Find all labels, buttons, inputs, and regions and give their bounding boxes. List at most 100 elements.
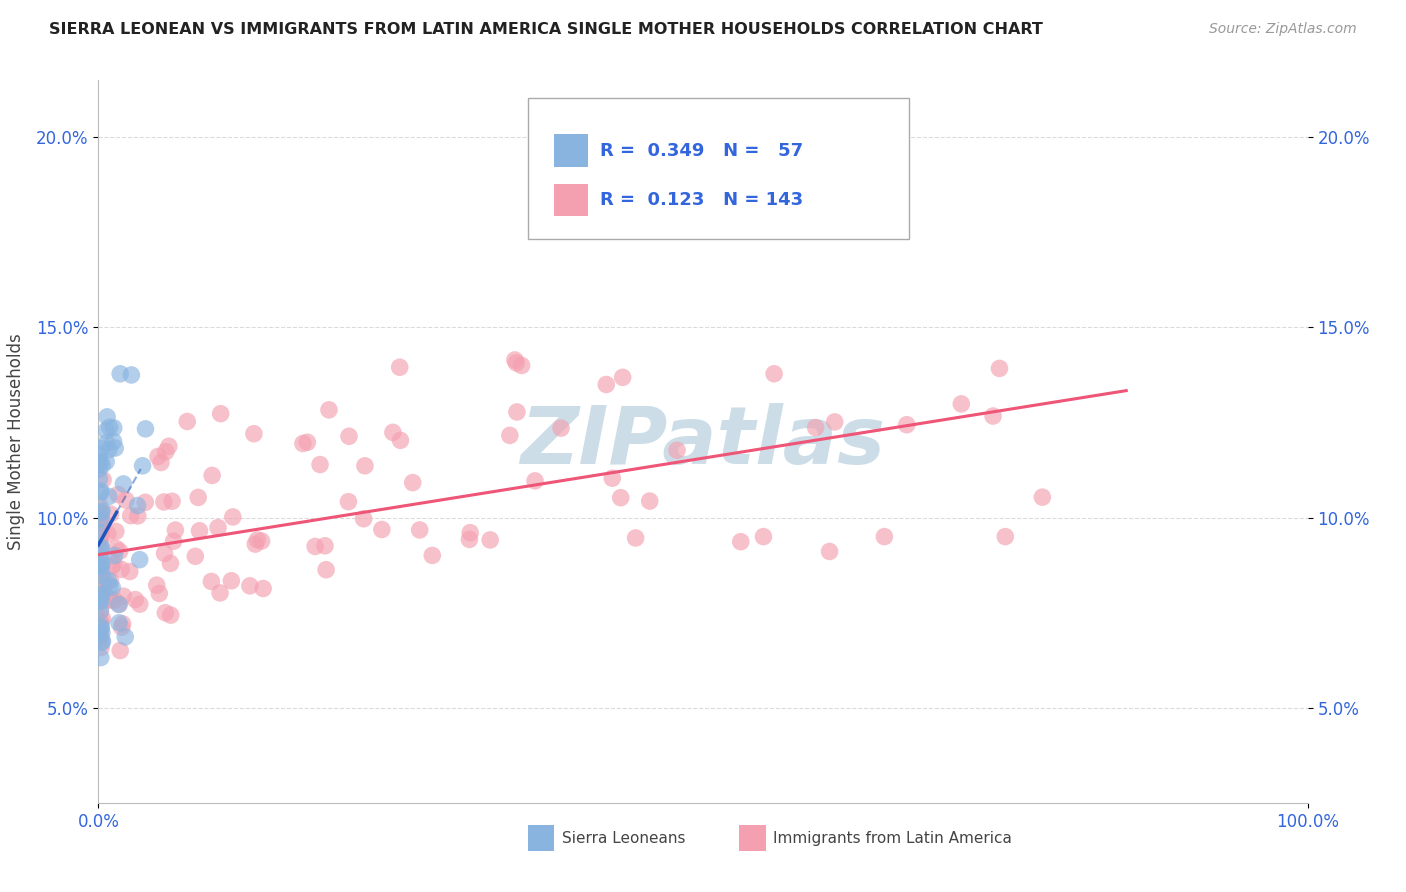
Point <box>506 405 529 419</box>
Point <box>90 505 112 519</box>
Point <box>981 409 1004 423</box>
Point <box>624 531 647 545</box>
Point <box>309 458 332 472</box>
Point <box>115 493 138 508</box>
Point <box>505 356 527 370</box>
Point <box>103 549 125 563</box>
Point <box>108 544 131 558</box>
Point <box>90 635 112 649</box>
Point <box>994 530 1017 544</box>
Point <box>90 568 112 582</box>
Point <box>89 456 111 470</box>
Point <box>200 574 222 589</box>
Point <box>666 443 689 458</box>
Point <box>550 421 572 435</box>
Point <box>87 591 110 605</box>
Text: ZIPatlas: ZIPatlas <box>520 402 886 481</box>
Point <box>108 367 131 381</box>
Point <box>124 592 146 607</box>
Text: Sierra Leoneans: Sierra Leoneans <box>561 830 685 846</box>
Point <box>89 572 111 586</box>
Point <box>89 581 111 595</box>
Point <box>127 499 149 513</box>
Point <box>896 417 918 432</box>
Point <box>89 530 111 544</box>
Point <box>337 429 360 443</box>
Point <box>824 415 846 429</box>
Point <box>90 623 112 637</box>
Point <box>96 454 118 468</box>
Point <box>87 462 110 476</box>
Point <box>184 549 207 564</box>
Point <box>107 487 129 501</box>
Point <box>209 586 232 600</box>
Point <box>609 491 631 505</box>
Point <box>499 428 522 442</box>
Point <box>91 612 114 626</box>
Point <box>114 630 136 644</box>
Point <box>90 541 112 556</box>
FancyBboxPatch shape <box>527 98 908 239</box>
Point <box>89 537 111 551</box>
Point <box>131 458 153 473</box>
Point <box>87 552 110 566</box>
Point <box>90 619 112 633</box>
Point <box>101 581 124 595</box>
Point <box>120 508 142 523</box>
Point <box>600 471 623 485</box>
Point <box>187 491 209 505</box>
Point <box>90 595 112 609</box>
Point <box>90 615 112 629</box>
Point <box>90 522 112 536</box>
Point <box>90 540 112 554</box>
Point <box>409 523 432 537</box>
Point <box>221 574 243 588</box>
Point <box>90 621 112 635</box>
Bar <box>554 184 588 216</box>
Point <box>87 497 110 511</box>
Point <box>96 409 118 424</box>
Point <box>87 533 110 548</box>
Point <box>111 620 134 634</box>
Point <box>245 537 267 551</box>
Point <box>804 420 827 434</box>
Point <box>97 574 120 588</box>
Point <box>90 557 112 571</box>
Point <box>252 582 274 596</box>
Point <box>458 525 481 540</box>
Point <box>160 494 183 508</box>
Point <box>381 425 404 440</box>
Point <box>89 508 111 522</box>
Point <box>201 468 224 483</box>
Point <box>118 565 141 579</box>
Point <box>595 377 617 392</box>
Point <box>94 575 117 590</box>
Point <box>91 634 114 648</box>
Point <box>188 524 211 538</box>
Point <box>314 539 336 553</box>
Point <box>89 593 111 607</box>
Point <box>90 518 112 533</box>
Point <box>988 361 1011 376</box>
Point <box>90 579 112 593</box>
Point <box>90 585 112 599</box>
Point <box>91 568 114 582</box>
Text: R =  0.349   N =   57: R = 0.349 N = 57 <box>600 142 803 160</box>
Point <box>162 534 184 549</box>
Point <box>90 526 112 541</box>
Point <box>98 579 121 593</box>
Point <box>87 524 110 539</box>
Point <box>153 546 176 560</box>
Point <box>315 563 337 577</box>
Point <box>87 540 110 554</box>
Point <box>145 578 167 592</box>
Point <box>90 559 112 574</box>
Point <box>524 474 547 488</box>
Point <box>818 544 841 558</box>
Point <box>110 562 132 576</box>
Point <box>89 577 111 591</box>
Point <box>87 457 110 471</box>
Point <box>90 580 112 594</box>
Point <box>354 458 377 473</box>
Point <box>90 512 112 526</box>
